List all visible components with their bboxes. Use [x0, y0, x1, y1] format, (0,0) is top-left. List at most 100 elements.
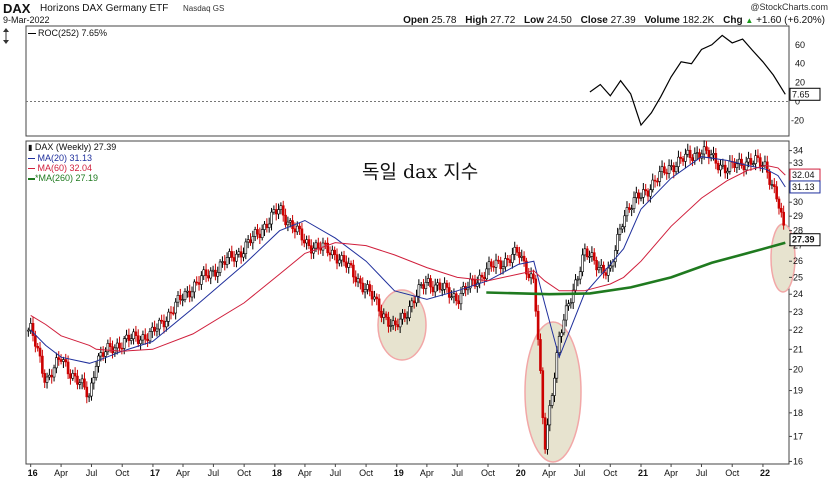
candle-body	[606, 267, 610, 276]
candle-body	[338, 259, 341, 264]
candle-body	[649, 189, 652, 197]
y-tick-label: 28	[793, 226, 803, 236]
x-tick-label: Jul	[208, 468, 220, 478]
volume-value: 182.2K	[682, 15, 715, 26]
candle-body	[328, 252, 332, 256]
candle-body	[443, 282, 446, 290]
candle-body	[260, 229, 264, 239]
open-value: 25.78	[431, 15, 457, 26]
candle-body	[436, 282, 439, 286]
candle-body	[581, 254, 584, 273]
candle-body	[719, 164, 722, 171]
candle-body	[125, 334, 128, 339]
low-value: 24.50	[546, 15, 572, 26]
candle-body	[134, 331, 138, 336]
candle-body	[106, 343, 110, 353]
legend-item-ma60: MA(60) 32.04	[28, 163, 116, 173]
candle-body	[139, 339, 142, 344]
price-last-value-text: 27.39	[792, 235, 815, 245]
candle-body	[609, 265, 612, 269]
y-tick-label: 29	[793, 211, 803, 221]
candle-body	[721, 164, 725, 167]
candle-body	[398, 318, 402, 328]
candle-body	[64, 359, 68, 363]
x-tick-label: 19	[394, 468, 404, 478]
x-tick-label: Oct	[115, 468, 130, 478]
candle-body	[597, 267, 601, 271]
roc-y-tick-label: -20	[791, 115, 804, 125]
candle-body	[628, 207, 631, 210]
candle-body	[281, 205, 285, 216]
candle-body	[709, 154, 713, 158]
candle-body	[246, 239, 250, 243]
candle-body	[562, 319, 566, 334]
candle-body	[186, 290, 189, 293]
candle-body	[27, 329, 30, 332]
y-tick-label: 33	[793, 158, 803, 168]
candle-body	[459, 293, 463, 305]
candle-body	[288, 220, 292, 223]
candle-body	[277, 209, 280, 215]
ma20-last-value: 31.13	[789, 180, 821, 194]
candle-body	[712, 153, 715, 156]
candle-body	[728, 160, 732, 172]
candle-body	[702, 146, 706, 155]
candle-body	[522, 255, 526, 262]
legend-swatch-ma20	[28, 158, 35, 160]
candle-body	[751, 163, 755, 165]
y-tick-label: 19	[793, 386, 803, 396]
candle-body	[408, 306, 411, 318]
candle-body	[181, 299, 184, 301]
candle-body	[29, 323, 32, 331]
candle-body	[258, 233, 262, 239]
candle-body	[382, 313, 386, 318]
candle-body	[157, 319, 161, 330]
y-tick-label: 23	[793, 307, 803, 317]
candle-body	[508, 259, 512, 263]
candle-body	[146, 338, 149, 342]
y-tick-label: 16	[793, 456, 803, 466]
candle-body	[363, 289, 367, 293]
pane-toggle-icons[interactable]	[1, 27, 11, 45]
candle-body	[150, 326, 154, 332]
candle-body	[279, 205, 283, 210]
candle-body	[541, 370, 545, 418]
candle-body	[492, 266, 495, 268]
candle-body	[501, 266, 505, 270]
candle-body	[169, 311, 173, 314]
candle-body	[422, 284, 425, 289]
candle-body	[265, 223, 269, 228]
candle-body	[118, 342, 121, 349]
candle-body	[480, 274, 484, 278]
candle-body	[595, 260, 598, 271]
candle-body	[314, 242, 318, 249]
candle-body	[571, 289, 575, 303]
candle-body	[230, 251, 234, 258]
exchange-label: Nasdaq GS	[183, 4, 225, 13]
chart-annotation: 독일 dax 지수	[362, 161, 479, 183]
candle-body	[518, 252, 521, 258]
candle-body	[143, 334, 147, 340]
candle-body	[674, 166, 678, 173]
candle-body	[136, 335, 140, 344]
candle-body	[309, 245, 313, 254]
candle-body	[162, 320, 166, 328]
candle-body	[242, 253, 245, 258]
candle-body	[87, 395, 91, 398]
line-ma60	[30, 164, 786, 352]
roc-pane-frame	[25, 25, 790, 137]
candle-body	[122, 338, 126, 349]
candle-body	[550, 395, 554, 406]
candle-body	[574, 279, 577, 291]
arrow-up-down-icon[interactable]	[1, 27, 11, 45]
candle-body	[78, 382, 82, 385]
candle-body	[361, 282, 365, 293]
candle-body	[758, 157, 762, 167]
candle-body	[256, 229, 259, 235]
candle-body	[305, 239, 308, 244]
candle-body	[80, 378, 84, 384]
candle-body	[200, 275, 203, 285]
candle-body	[688, 149, 692, 158]
candle-body	[567, 303, 570, 307]
x-tick-label: 16	[28, 468, 38, 478]
